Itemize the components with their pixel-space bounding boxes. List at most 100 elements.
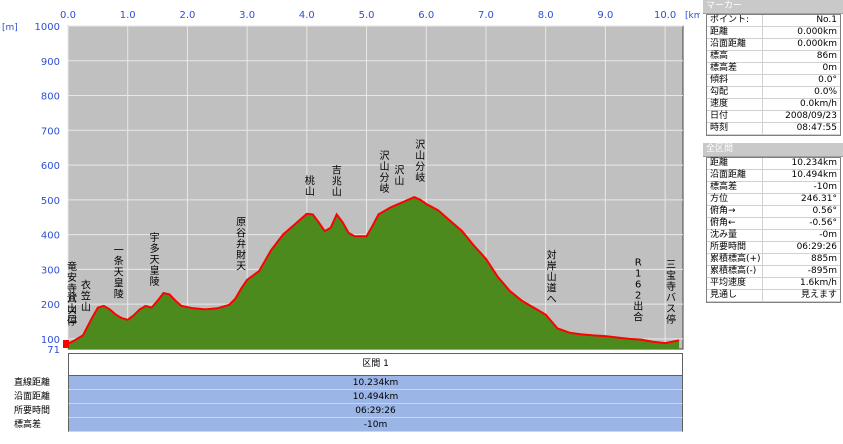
x-tick-label: 6.0 [418, 10, 434, 21]
segment-row-value: 06:29:26 [68, 404, 683, 418]
total-key: 俯角← [707, 218, 763, 229]
total-key: 方位 [707, 194, 763, 205]
segment-row: 沿面距離 10.494km [0, 390, 683, 404]
segment-row-label: 所要時間 [14, 406, 51, 416]
x-tick-label: 2.0 [179, 10, 195, 21]
total-key: 沈み量 [707, 230, 763, 241]
waypoint-label: 登山口 [67, 291, 77, 326]
total-row: 平均速度 1.6km/h [707, 278, 840, 290]
marker-key: 勾配 [707, 87, 763, 98]
waypoint-label: 吉兆山 [332, 164, 342, 198]
segment-row-label: 沿面距離 [14, 392, 51, 402]
marker-key: 標高差 [707, 63, 763, 74]
marker-row: 速度 0.0km/h [707, 99, 840, 111]
x-tick-label: 0.0 [60, 10, 76, 21]
waypoint-label: 宇多天皇陵 [150, 231, 160, 288]
waypoint-label: 沢山分岐 [415, 138, 425, 184]
marker-value: 0.0km/h [799, 99, 837, 109]
waypoint-label: 一条天皇陵 [114, 245, 124, 300]
total-value: 1.6km/h [799, 278, 837, 288]
total-key: 平均速度 [707, 278, 763, 289]
y-tick-label: 400 [41, 231, 60, 242]
marker-value: 0.000km [797, 39, 837, 49]
x-tick-label: 7.0 [478, 10, 494, 21]
waypoint-label: 三宝寺バス停 [666, 260, 676, 326]
marker-row: 時刻 08:47:55 [707, 123, 840, 135]
total-value: 10.234km [791, 158, 837, 168]
x-tick-label: 10.0 [654, 10, 676, 21]
total-key: 距離 [707, 158, 763, 169]
waypoint-label: 沢山 [394, 164, 404, 188]
marker-key: 距離 [707, 27, 763, 38]
total-row: 沈み量 -0m [707, 230, 840, 242]
y-tick-label: 100 [41, 335, 60, 346]
x-tick-label: 4.0 [299, 10, 315, 21]
total-row: 俯角→ 0.56° [707, 206, 840, 218]
total-row: 沿面距離 10.494km [707, 170, 840, 182]
segment-header[interactable]: 区間 1 [68, 353, 683, 376]
total-value: 246.31° [801, 194, 837, 204]
marker-panel-title: マーカー [703, 0, 843, 14]
waypoint-label: 衣笠山 [81, 279, 91, 314]
y-tick-label: 1000 [35, 22, 60, 33]
marker-row: 日付 2008/09/23 [707, 111, 840, 123]
total-key: 標高差 [707, 182, 763, 193]
total-row: 距離 10.234km [707, 158, 840, 170]
profile-area [67, 196, 680, 349]
x-tick-label: 3.0 [239, 10, 255, 21]
marker-row: ポイント: No.1 [707, 15, 840, 27]
total-row: 標高差 -10m [707, 182, 840, 194]
x-unit-label: [km] [685, 11, 700, 21]
segment-row-value: -10m [68, 418, 683, 432]
x-tick-label: 5.0 [359, 10, 375, 21]
marker-panel: マーカー ポイント: No.1 距離 0.000km 沿面距離 0.000km 標高 86m 標… [703, 0, 843, 136]
total-value: 0.56° [812, 206, 837, 216]
total-value: 06:29:26 [796, 242, 837, 252]
total-value: 見えます [800, 290, 837, 300]
marker-key: 速度 [707, 99, 763, 110]
total-key: 俯角→ [707, 206, 763, 217]
total-value: -0.56° [809, 218, 837, 228]
marker-value: 2008/09/23 [785, 111, 837, 121]
marker-key: 傾斜 [707, 75, 763, 86]
marker-key: 日付 [707, 111, 763, 122]
waypoint-label: 竜安寺バス停 [67, 260, 77, 328]
total-key: 見通し [707, 290, 763, 301]
waypoint-label: 沢山分岐 [379, 149, 389, 195]
total-key: 累積標高(-) [707, 266, 763, 277]
marker-key: 沿面距離 [707, 39, 763, 50]
y-tick-label: 600 [41, 161, 60, 172]
marker-row: 標高差 0m [707, 63, 840, 75]
y-tick-label: 71 [47, 345, 60, 353]
y-unit-label: [m] [2, 23, 18, 33]
marker-row: 沿面距離 0.000km [707, 39, 840, 51]
position-marker[interactable] [63, 340, 69, 348]
y-tick-label: 700 [41, 126, 60, 137]
total-info-table: 距離 10.234km 沿面距離 10.494km 標高差 -10m 方位 246.31° 俯角… [706, 157, 841, 303]
waypoint-label: 対岸山道へ [547, 249, 557, 306]
total-row: 累積標高(+) 885m [707, 254, 840, 266]
segment-row: 標高差 -10m [0, 418, 683, 432]
marker-row: 標高 86m [707, 51, 840, 63]
marker-row: 距離 0.000km [707, 27, 840, 39]
total-panel-title: 全区間 [703, 143, 843, 157]
y-tick-label: 200 [41, 300, 60, 311]
x-tick-label: 1.0 [120, 10, 136, 21]
y-tick-label: 300 [41, 265, 60, 276]
waypoint-labels: 登山口衣笠山一条天皇陵宇多天皇陵原谷弁財天桃山吉兆山沢山分岐沢山沢山分岐対岸山道… [67, 138, 676, 328]
marker-info-table: ポイント: No.1 距離 0.000km 沿面距離 0.000km 標高 86m 標高差 0m 傾… [706, 14, 841, 136]
marker-row: 勾配 0.0% [707, 87, 840, 99]
profile-line [67, 196, 680, 345]
segment-row-label: 標高差 [14, 420, 42, 430]
marker-value: 0m [822, 63, 838, 73]
marker-value: No.1 [816, 15, 837, 25]
marker-key: ポイント: [707, 15, 763, 26]
marker-key: 時刻 [707, 123, 763, 134]
profile-fill [68, 197, 680, 349]
segment-row: 所要時間 06:29:26 [0, 404, 683, 418]
y-tick-label: 900 [41, 57, 60, 68]
marker-value: 0.0% [814, 87, 837, 97]
total-value: -0m [819, 230, 837, 240]
total-key: 累積標高(+) [707, 254, 763, 265]
